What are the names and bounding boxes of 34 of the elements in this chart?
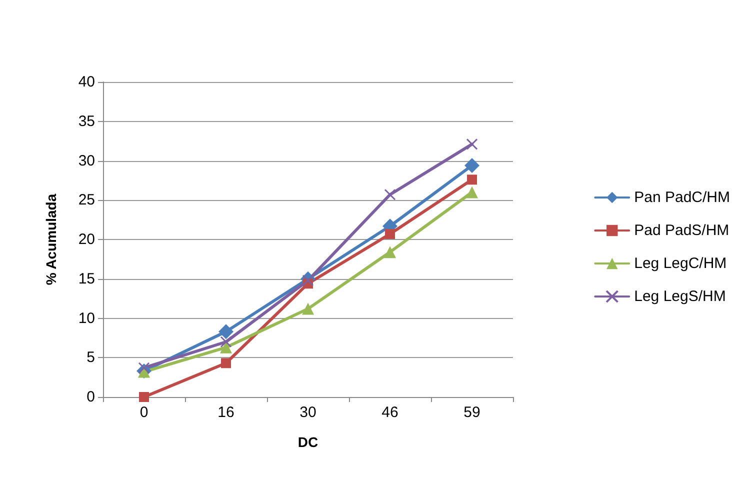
point (302, 302, 314, 315)
point (385, 228, 395, 239)
y-axis-title: % Acumulada (43, 194, 59, 286)
y-tick-label: 35 (78, 112, 95, 130)
point (139, 392, 149, 402)
x-tick-label: 46 (382, 404, 398, 421)
point (384, 246, 396, 258)
point (464, 158, 480, 173)
y-tick-label: 20 (78, 231, 95, 248)
x-tick-label: 30 (300, 404, 316, 421)
legend-label: Pan PadC/HM (634, 189, 730, 206)
point (384, 188, 396, 200)
point (466, 138, 478, 150)
y-tick-label: 10 (78, 310, 95, 327)
legend-label: Leg LegS/HM (634, 288, 726, 305)
y-tick-label: 25 (78, 192, 95, 209)
y-tick-label: 30 (78, 152, 95, 170)
point (467, 174, 477, 185)
y-tick-label: 40 (78, 74, 95, 90)
point (218, 324, 234, 340)
point (221, 358, 231, 368)
point (220, 336, 232, 348)
point (466, 186, 478, 198)
x-tick-label: 59 (464, 404, 480, 421)
point (138, 362, 150, 374)
y-tick-label: 0 (86, 388, 95, 406)
x-tick-label: 16 (218, 404, 234, 421)
y-tick-label: 15 (78, 270, 95, 288)
legend-label: Pad PadS/HM (634, 222, 730, 239)
point (302, 274, 314, 286)
x-axis-title: DC (298, 434, 318, 450)
legend-label: Leg LegC/HM (634, 255, 727, 272)
x-tick-label: 0 (140, 404, 148, 421)
y-tick-label: 5 (86, 349, 95, 366)
